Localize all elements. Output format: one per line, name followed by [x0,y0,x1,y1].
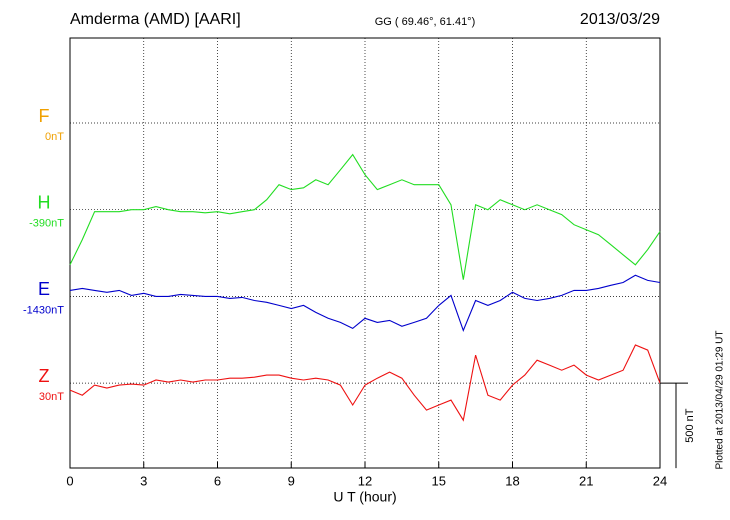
channel-name: F [39,106,50,126]
date: 2013/03/29 [580,11,660,28]
x-tick-label: 12 [358,473,372,488]
series-line [69,274,661,332]
chart-title: Amderma (AMD) [AARI] [70,11,241,28]
x-tick-label: 21 [579,473,593,488]
x-tick-label: 6 [214,473,221,488]
plot-frame [69,37,661,469]
x-tick-label: 0 [66,473,73,488]
scale-bar-label: 500 nT [684,408,696,443]
channel-name: E [38,279,50,299]
channel-offset: -1430nT [23,304,64,316]
channel-name: H [38,192,51,212]
channel-name: Z [39,366,50,386]
series-line [69,153,661,280]
subtitle: GG ( 69.46°, 61.41°) [375,16,476,28]
x-axis-label: U T (hour) [333,489,396,505]
x-tick-label: 18 [505,473,519,488]
channel-offset: -390nT [29,218,64,230]
x-tick-label: 15 [432,473,446,488]
x-tick-label: 24 [653,473,667,488]
series-line [69,344,661,422]
channel-offset: 0nT [45,131,64,143]
footnote: Plotted at 2013/04/29 01:29 UT [715,331,726,470]
x-tick-label: 9 [288,473,295,488]
channel-offset: 30nT [39,391,64,403]
x-tick-label: 3 [140,473,147,488]
